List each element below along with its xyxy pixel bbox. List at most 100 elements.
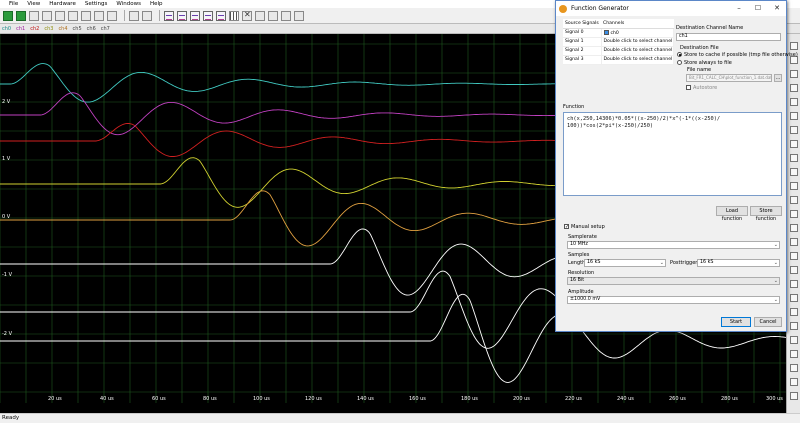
zoom-in-icon[interactable]: [255, 10, 265, 21]
maximize-icon[interactable]: ☐: [754, 4, 762, 12]
side-tool-icon[interactable]: [790, 140, 798, 148]
table-row[interactable]: Signal 2 Double click to select channel: [563, 46, 674, 56]
menu-help[interactable]: Help: [149, 1, 163, 7]
fit-icon[interactable]: [281, 10, 291, 21]
start-button[interactable]: Start: [721, 317, 751, 327]
chevron-down-icon: ⌄: [773, 260, 778, 266]
amplitude-select[interactable]: ±1000.0 mV ⌄: [567, 296, 780, 304]
signal-channel[interactable]: Double click to select channel: [601, 55, 674, 65]
channel-label-ch0[interactable]: ch0: [2, 25, 12, 32]
menu-file[interactable]: File: [9, 1, 19, 7]
checkbox[interactable]: [686, 85, 691, 90]
settings-icon[interactable]: [81, 10, 91, 21]
open-icon[interactable]: [42, 10, 52, 21]
side-tool-icon[interactable]: [790, 42, 798, 50]
store-function-button[interactable]: Store function: [750, 206, 782, 222]
signal-channel[interactable]: Double click to select channel: [601, 37, 674, 47]
menu-hardware[interactable]: Hardware: [49, 1, 76, 7]
single-shot-icon[interactable]: [29, 10, 39, 21]
side-tool-icon[interactable]: [790, 84, 798, 92]
signal-channel[interactable]: Double click to select channel: [601, 46, 674, 56]
resolution-select[interactable]: 16 Bit ⌄: [567, 277, 780, 285]
menu-settings[interactable]: Settings: [84, 1, 108, 7]
checkbox[interactable]: [603, 29, 609, 35]
side-tool-icon[interactable]: [790, 252, 798, 260]
copy-icon[interactable]: [107, 10, 117, 21]
side-tool-icon[interactable]: [790, 182, 798, 190]
side-tool-icon[interactable]: [790, 392, 798, 400]
channel-label-ch1[interactable]: ch1: [16, 25, 26, 32]
zoom-icon[interactable]: [142, 10, 152, 21]
side-tool-icon[interactable]: [790, 126, 798, 134]
info-icon[interactable]: [294, 10, 304, 21]
side-tool-icon[interactable]: [790, 210, 798, 218]
side-tool-icon[interactable]: [790, 238, 798, 246]
export-icon[interactable]: [68, 10, 78, 21]
side-tool-icon[interactable]: [790, 364, 798, 372]
side-tool-icon[interactable]: [790, 196, 798, 204]
waveform-icon[interactable]: [190, 10, 200, 21]
channel-label-ch5[interactable]: ch5: [72, 25, 82, 32]
waveform-icon[interactable]: [216, 10, 226, 21]
zoom-out-icon[interactable]: [268, 10, 278, 21]
dest-channel-input[interactable]: ch1: [676, 33, 781, 41]
function-editor[interactable]: ch(x,250,14306)*0.05*((x-250)/2)*x^(-1*(…: [563, 112, 782, 196]
store-file-option[interactable]: Store always to file: [677, 60, 732, 66]
length-select[interactable]: 16 kS ⌄: [584, 259, 666, 267]
table-row[interactable]: Signal 1 Double click to select channel: [563, 37, 674, 47]
close-icon[interactable]: ✕: [774, 4, 780, 12]
side-tool-icon[interactable]: [790, 224, 798, 232]
side-tool-icon[interactable]: [790, 56, 798, 64]
menu-view[interactable]: View: [27, 1, 41, 7]
browse-button[interactable]: …: [774, 74, 782, 82]
file-name-field[interactable]: Bit_FR1_CALC_CH\plot_function_1.dat.dat: [686, 74, 772, 82]
minimize-icon[interactable]: –: [737, 4, 741, 12]
samplerate-select[interactable]: 10 MHz ⌄: [567, 241, 780, 249]
signal-channel-cell[interactable]: ch0: [601, 28, 674, 38]
save-icon[interactable]: [55, 10, 65, 21]
waveform-icon[interactable]: [177, 10, 187, 21]
channel-label-ch4[interactable]: ch4: [58, 25, 68, 32]
side-tool-icon[interactable]: [790, 266, 798, 274]
channel-label-ch6[interactable]: ch6: [86, 25, 96, 32]
side-tool-icon[interactable]: [790, 280, 798, 288]
side-tool-icon[interactable]: [790, 168, 798, 176]
side-tool-icon[interactable]: [790, 70, 798, 78]
radio-button[interactable]: [677, 52, 682, 57]
table-row[interactable]: Signal 3 Double click to select channel: [563, 55, 674, 65]
side-tool-icon[interactable]: [790, 294, 798, 302]
store-cache-option[interactable]: Store to cache if possible (tmp file oth…: [677, 52, 798, 58]
load-function-button[interactable]: Load function: [716, 206, 748, 222]
side-tool-icon[interactable]: [790, 98, 798, 106]
record-icon[interactable]: [16, 10, 26, 21]
table-row[interactable]: Signal 0 ch0: [563, 28, 674, 38]
cancel-button[interactable]: Cancel: [754, 317, 782, 327]
side-tool-icon[interactable]: [790, 350, 798, 358]
side-tool-icon[interactable]: [790, 308, 798, 316]
print-icon[interactable]: [94, 10, 104, 21]
side-tool-icon[interactable]: [790, 112, 798, 120]
crosshair-icon[interactable]: [242, 10, 252, 21]
run-icon[interactable]: [3, 10, 13, 21]
side-tool-icon[interactable]: [790, 154, 798, 162]
waveform-icon[interactable]: [203, 10, 213, 21]
manual-setup-option[interactable]: ✓ Manual setup: [564, 224, 605, 230]
posttrigger-label: Posttrigger: [670, 260, 698, 266]
function-generator-dialog: Function Generator – ☐ ✕ Source Signals …: [555, 0, 798, 332]
cursor-icon[interactable]: [129, 10, 139, 21]
dialog-title: Function Generator: [571, 5, 629, 12]
channel-label-ch7[interactable]: ch7: [100, 25, 110, 32]
channel-label-ch3[interactable]: ch3: [44, 25, 54, 32]
checkbox[interactable]: ✓: [564, 224, 570, 230]
side-tool-icon[interactable]: [790, 336, 798, 344]
waveform-icon[interactable]: [164, 10, 174, 21]
side-tool-icon[interactable]: [790, 322, 798, 330]
menu-windows[interactable]: Windows: [116, 1, 141, 7]
channel-label-ch2[interactable]: ch2: [30, 25, 40, 32]
posttrigger-select[interactable]: 16 kS ⌄: [697, 259, 780, 267]
dialog-titlebar[interactable]: Function Generator – ☐ ✕: [556, 1, 786, 16]
side-tool-icon[interactable]: [790, 378, 798, 386]
grid-icon[interactable]: [229, 10, 239, 21]
autostore-option[interactable]: Autostore: [686, 85, 717, 91]
radio-button[interactable]: [677, 60, 682, 65]
